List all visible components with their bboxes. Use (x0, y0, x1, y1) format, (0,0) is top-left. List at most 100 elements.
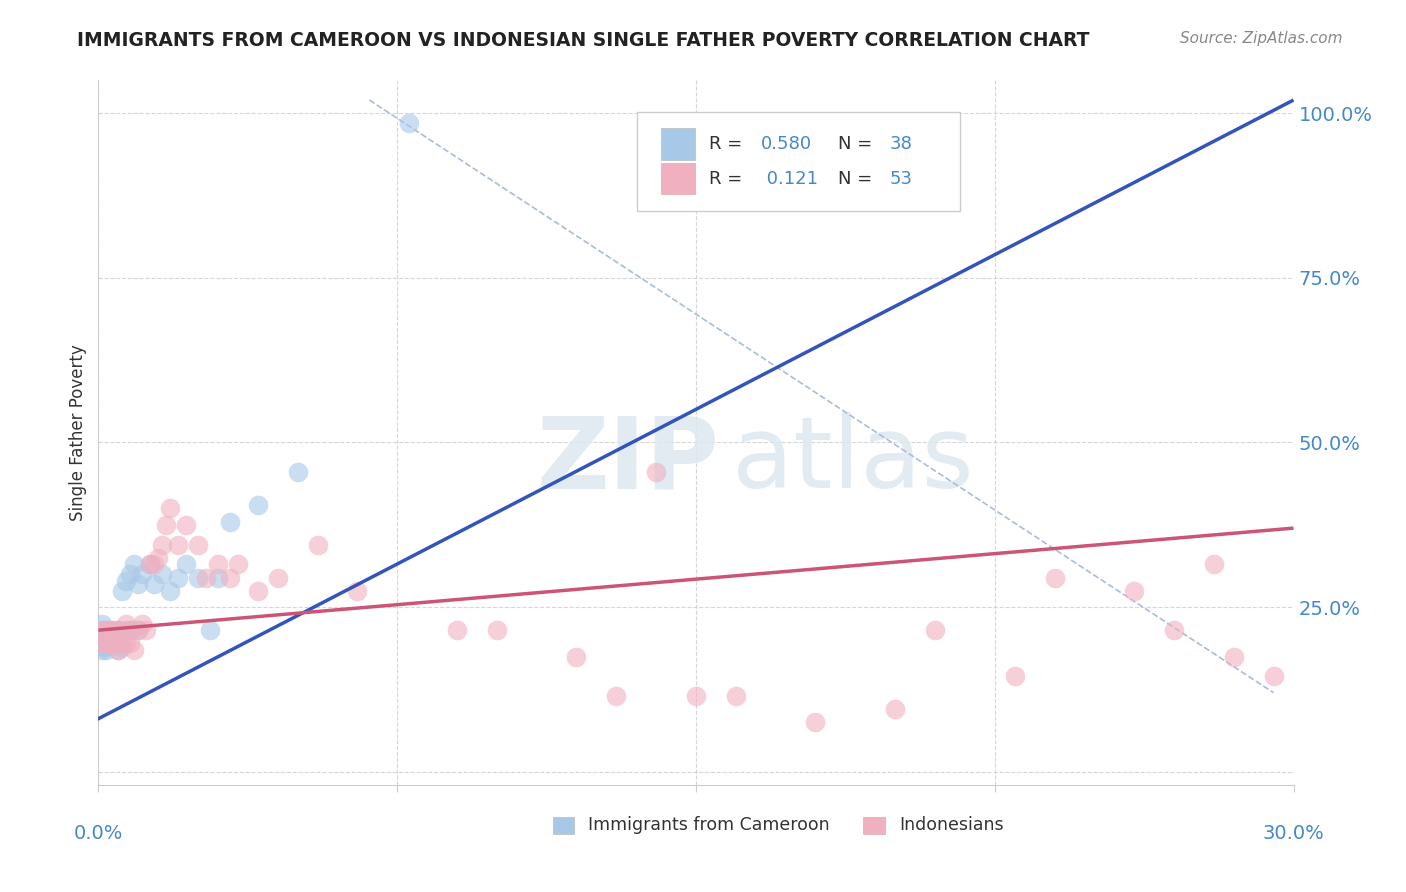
Text: N =: N = (838, 169, 879, 187)
Point (1263, 669, 1285, 683)
Bar (661, 128, 695, 160)
Point (924, 623, 946, 637)
Point (246, 498, 269, 512)
Text: N =: N = (838, 135, 879, 153)
Point (111, 636, 134, 650)
Text: R =: R = (709, 135, 748, 153)
Point (98, 623, 122, 637)
Y-axis label: Single Father Poverty: Single Father Poverty (69, 344, 87, 521)
Point (605, 689, 627, 703)
Point (1223, 649, 1246, 664)
Text: 0.0%: 0.0% (73, 823, 124, 843)
Point (219, 570, 242, 584)
Point (115, 574, 138, 588)
Point (103, 636, 125, 650)
Text: Source: ZipAtlas.com: Source: ZipAtlas.com (1180, 31, 1343, 46)
Point (150, 538, 173, 552)
Point (139, 558, 162, 572)
Point (115, 616, 138, 631)
Point (107, 643, 129, 657)
Text: IMMIGRANTS FROM CAMEROON VS INDONESIAN SINGLE FATHER POVERTY CORRELATION CHART: IMMIGRANTS FROM CAMEROON VS INDONESIAN S… (77, 31, 1090, 50)
Point (187, 538, 209, 552)
Point (174, 517, 197, 532)
Point (127, 577, 149, 591)
Text: ZIP: ZIP (537, 412, 720, 509)
Point (120, 567, 142, 582)
Point (127, 623, 149, 637)
Text: R =: R = (709, 169, 748, 187)
Point (120, 623, 142, 637)
Point (267, 570, 290, 584)
Point (107, 623, 129, 637)
FancyBboxPatch shape (637, 112, 960, 211)
Point (107, 623, 129, 637)
Point (91, 616, 114, 631)
Point (91, 643, 114, 657)
Point (207, 558, 229, 572)
Point (1004, 669, 1026, 683)
Point (96, 623, 118, 637)
Point (167, 570, 190, 584)
Text: 0.580: 0.580 (761, 135, 811, 153)
Point (804, 715, 827, 730)
Point (685, 689, 707, 703)
Point (195, 570, 218, 584)
Text: 0.121: 0.121 (761, 169, 817, 187)
Point (98, 623, 122, 637)
Point (103, 626, 125, 640)
Text: 53: 53 (890, 169, 912, 187)
Point (307, 538, 329, 552)
Point (89, 636, 111, 650)
Text: 30.0%: 30.0% (1263, 823, 1324, 843)
Point (89, 633, 111, 648)
Point (96, 643, 118, 657)
Point (398, 116, 420, 130)
Point (115, 636, 138, 650)
Point (187, 570, 209, 584)
Point (198, 623, 221, 637)
Point (98, 633, 122, 648)
Point (1123, 583, 1146, 598)
Point (724, 689, 747, 703)
Point (127, 623, 149, 637)
Point (148, 550, 170, 565)
Point (207, 570, 229, 584)
Point (167, 538, 190, 552)
Point (287, 465, 309, 479)
Bar (863, 816, 884, 834)
Point (131, 567, 153, 582)
Text: 38: 38 (890, 135, 912, 153)
Point (111, 640, 134, 654)
Point (143, 577, 166, 591)
Point (1163, 623, 1185, 637)
Point (159, 501, 181, 516)
Bar (661, 162, 695, 194)
Point (103, 636, 125, 650)
Point (139, 558, 162, 572)
Point (446, 623, 468, 637)
Point (91, 623, 114, 637)
Point (97, 636, 120, 650)
Point (1202, 558, 1225, 572)
Point (226, 558, 249, 572)
Point (174, 558, 197, 572)
Point (246, 583, 269, 598)
Point (124, 558, 146, 572)
Point (645, 465, 668, 479)
Point (219, 515, 242, 529)
Point (98, 636, 122, 650)
Point (135, 623, 157, 637)
Point (565, 649, 588, 664)
Bar (553, 816, 574, 834)
Point (115, 623, 138, 637)
Point (485, 623, 508, 637)
Point (884, 702, 907, 716)
Point (124, 643, 146, 657)
Point (120, 636, 142, 650)
Point (96, 636, 118, 650)
Point (1043, 570, 1066, 584)
Point (150, 567, 173, 582)
Point (91, 623, 114, 637)
Point (93, 640, 115, 654)
Point (111, 583, 134, 598)
